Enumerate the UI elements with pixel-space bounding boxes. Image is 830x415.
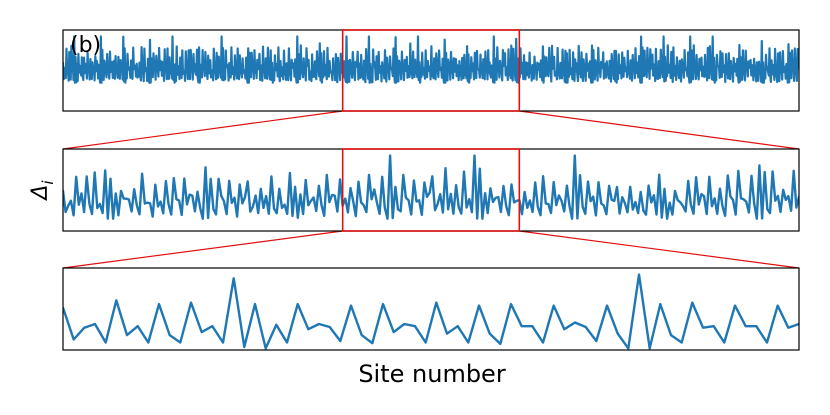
panel-zoom-level-1 [62,148,800,232]
x-axis-label: Site number [358,360,506,388]
panel-frame [62,267,800,351]
zoom-window-box [341,29,521,112]
series-line [63,273,799,350]
y-axis-label: Δi [28,180,57,202]
zoom-connector-left [62,230,343,269]
series-line [63,154,799,220]
zoom-connector-lines [62,110,800,269]
zoom-connector-right [519,230,800,269]
series-line [63,35,799,84]
panel-full-chain [62,29,800,112]
zoom-connector-right [519,110,800,150]
zoom-window-box [341,148,521,232]
y-axis-label-subscript: i [39,180,57,185]
panel-zoom-level-2 [62,267,800,351]
y-axis-label-main: Δ [28,185,53,202]
zoom-connector-left [62,110,343,150]
panel-label: (b) [70,33,101,58]
